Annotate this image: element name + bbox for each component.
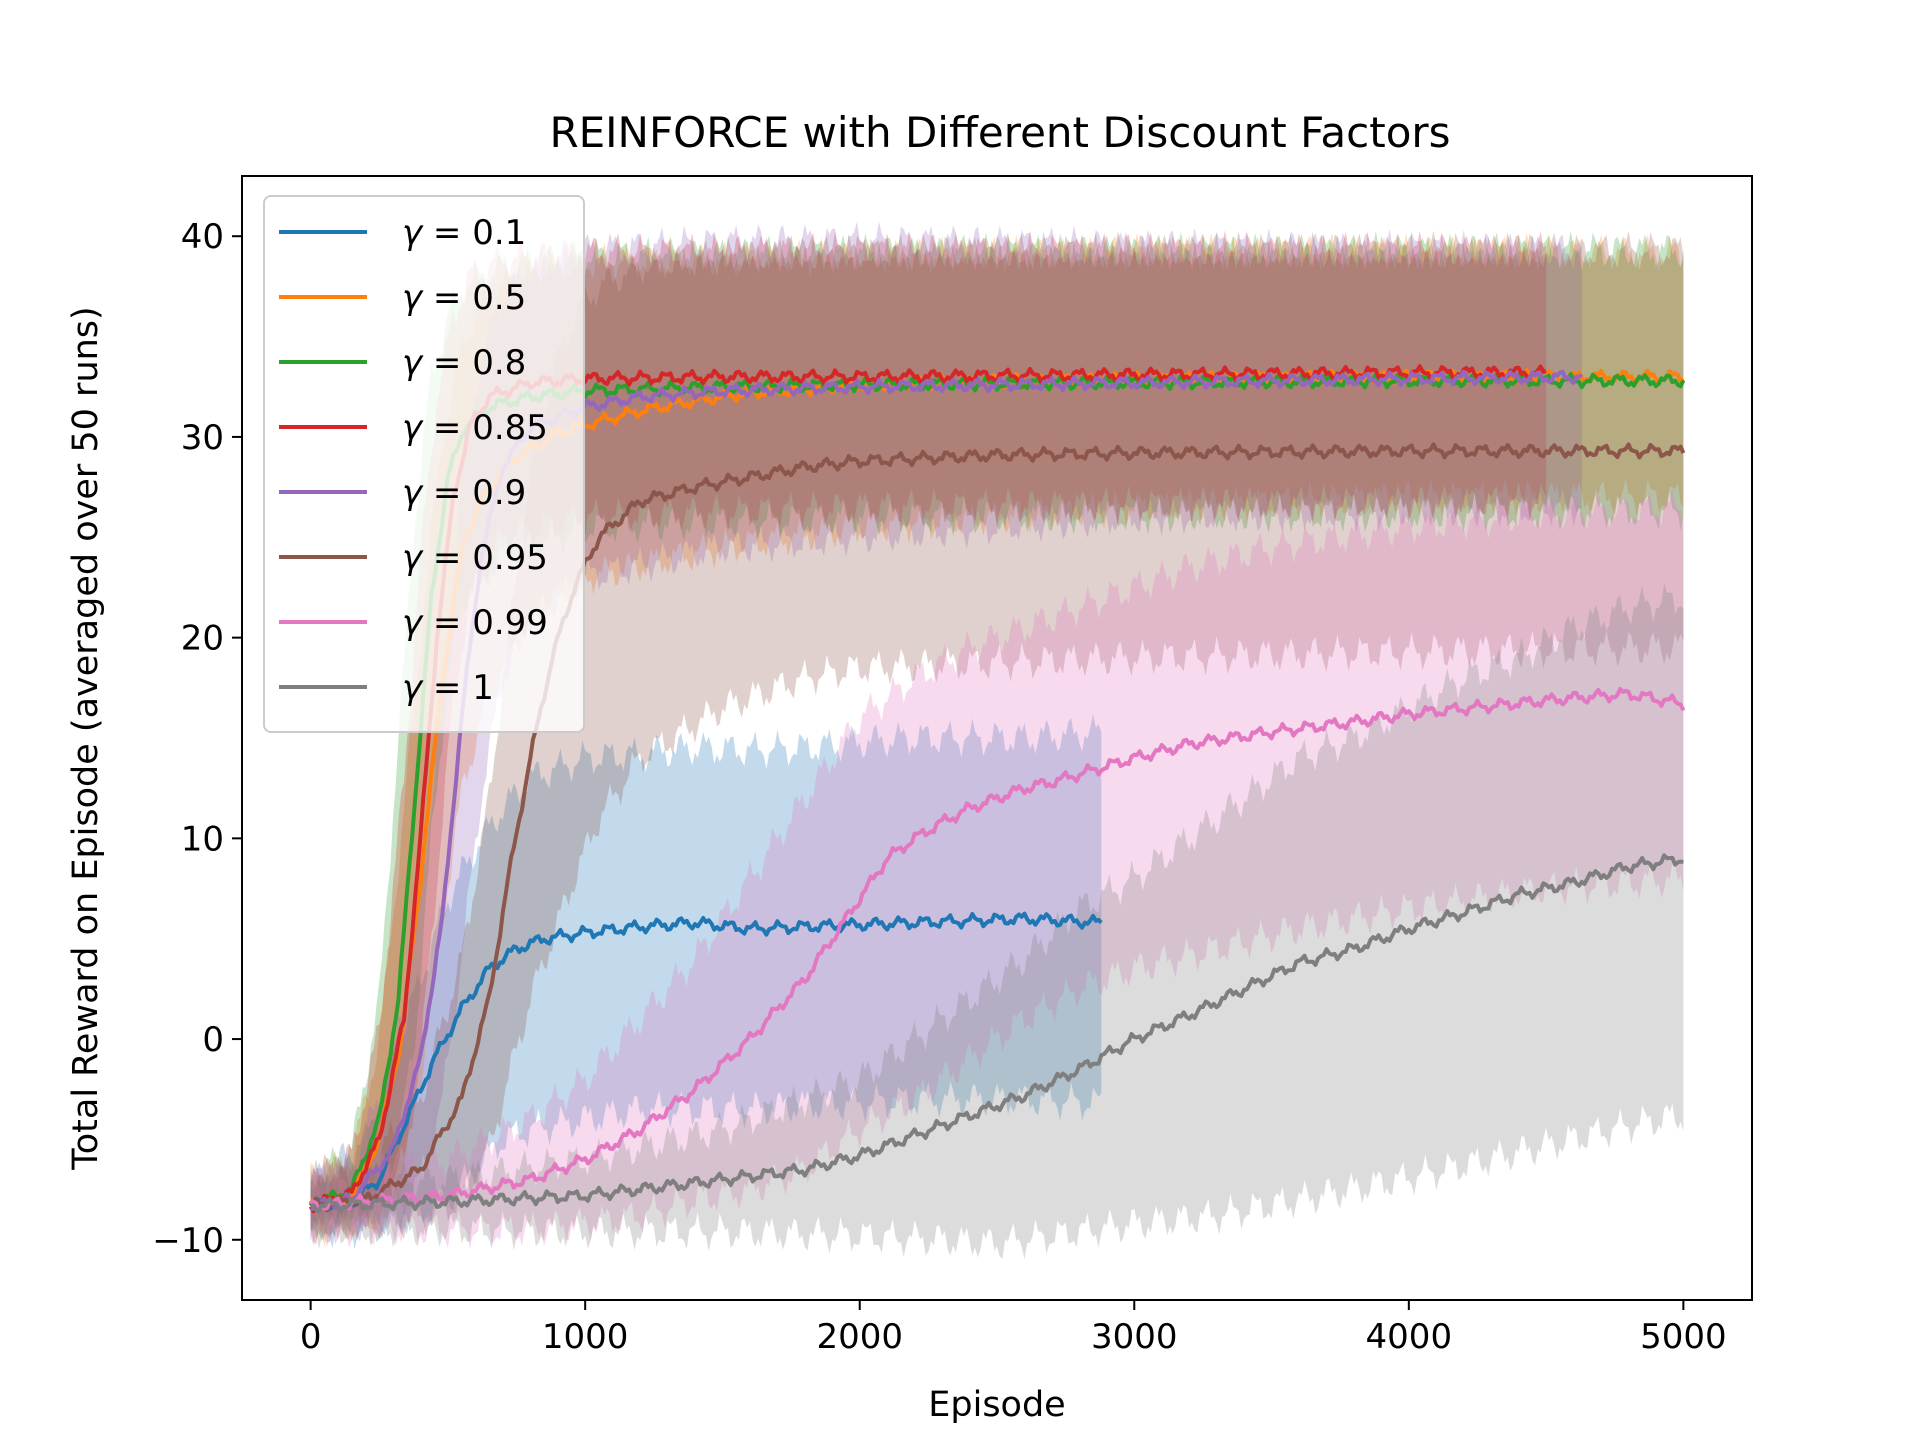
y-tick-label: 10: [181, 819, 224, 859]
legend: γ = 0.1 γ = 0.5 γ = 0.8 γ = 0.85 γ = 0.9 γ = …: [263, 195, 585, 733]
legend-box: [263, 195, 585, 733]
legend-label-6: γ = 0.99: [402, 603, 548, 643]
x-tick-label: 3000: [1091, 1317, 1178, 1357]
series-1-band: [310, 232, 1684, 1248]
legend-label-1: γ = 0.5: [402, 278, 526, 318]
series-3-band: [310, 230, 1547, 1245]
y-axis-ticks: −10 0 10 20 30 40: [152, 217, 242, 1261]
y-tick-label: 40: [181, 217, 224, 257]
series-2-band: [310, 230, 1684, 1242]
y-tick-label: 0: [202, 1020, 224, 1060]
legend-label-0: γ = 0.1: [402, 213, 526, 253]
legend-label-7: γ = 1: [402, 668, 494, 708]
x-axis-ticks: 0 1000 2000 3000 4000 5000: [300, 1300, 1727, 1357]
y-tick-label: −10: [152, 1221, 224, 1261]
legend-label-5: γ = 0.95: [402, 538, 548, 578]
series-6-band: [310, 488, 1684, 1250]
y-tick-label: 20: [181, 619, 224, 659]
x-tick-label: 0: [300, 1317, 322, 1357]
x-tick-label: 5000: [1640, 1317, 1727, 1357]
legend-label-3: γ = 0.85: [402, 408, 548, 448]
x-axis-label: Episode: [928, 1385, 1065, 1425]
series-5-band: [310, 230, 1684, 1243]
series-0-band: [310, 714, 1102, 1250]
series-4-band: [310, 221, 1582, 1246]
plot-frame: [241, 175, 1753, 1301]
legend-label-2: γ = 0.8: [402, 343, 526, 383]
series-6-line: [309, 686, 1686, 1212]
y-tick-label: 30: [181, 418, 224, 458]
x-tick-label: 4000: [1366, 1317, 1453, 1357]
series-0-line: [308, 911, 1103, 1211]
chart-title: REINFORCE with Different Discount Factor…: [549, 108, 1450, 157]
y-axis-label: Total Reward on Episode (averaged over 5…: [66, 306, 106, 1170]
series-7-line: [309, 853, 1684, 1214]
x-tick-label: 1000: [542, 1317, 629, 1357]
legend-label-4: γ = 0.9: [402, 473, 526, 513]
x-tick-label: 2000: [816, 1317, 903, 1357]
series-7-band: [310, 583, 1684, 1260]
confidence-bands: [310, 221, 1684, 1260]
